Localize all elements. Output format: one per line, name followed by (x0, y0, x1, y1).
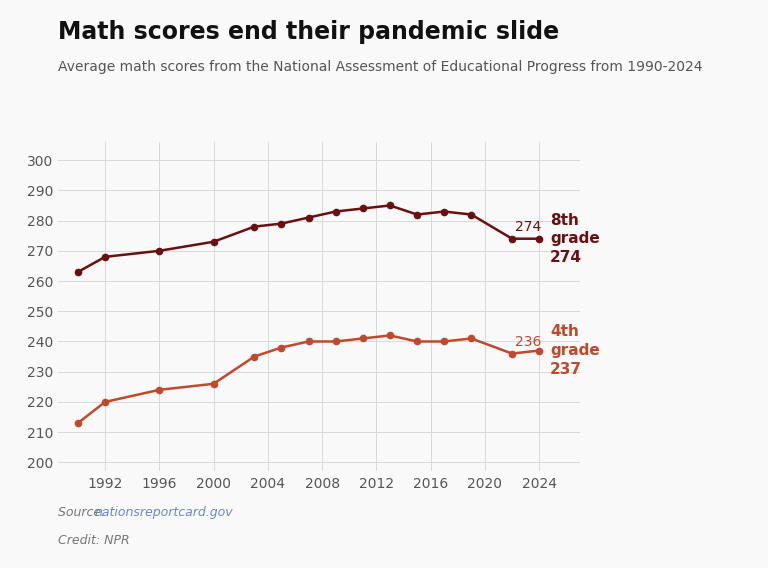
Text: Math scores end their pandemic slide: Math scores end their pandemic slide (58, 20, 559, 44)
Text: Average math scores from the National Assessment of Educational Progress from 19: Average math scores from the National As… (58, 60, 702, 74)
Text: 274: 274 (515, 220, 541, 234)
Text: 8th
grade
274: 8th grade 274 (550, 212, 600, 265)
Text: Credit: NPR: Credit: NPR (58, 534, 129, 547)
Text: 236: 236 (515, 335, 541, 349)
Text: Source:: Source: (58, 506, 109, 519)
Text: nationsreportcard.gov: nationsreportcard.gov (94, 506, 233, 519)
Text: 4th
grade
237: 4th grade 237 (550, 324, 600, 377)
